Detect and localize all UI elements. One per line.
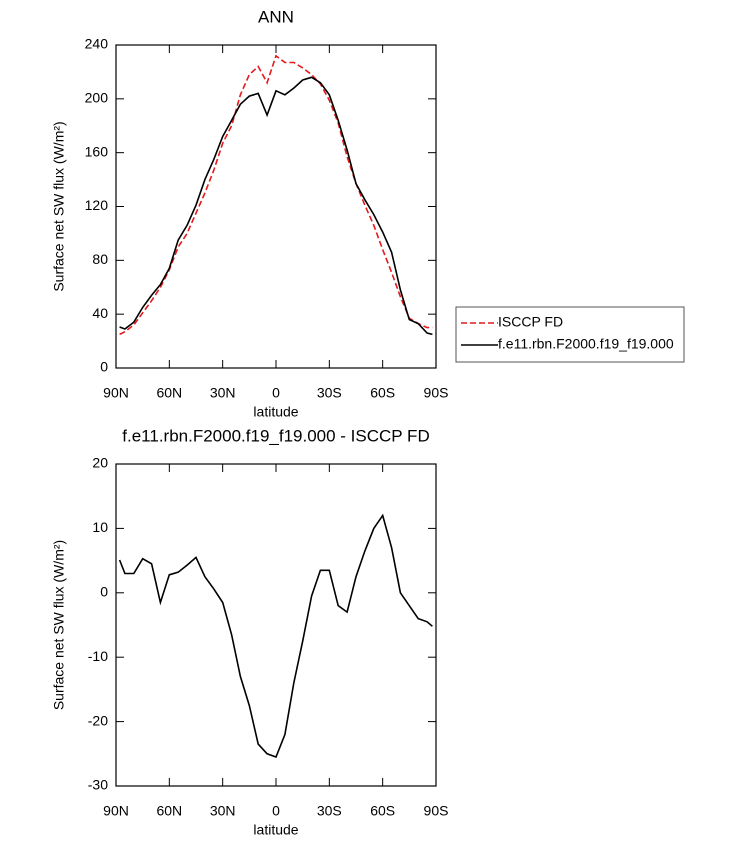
y-tick-label: 240: [85, 36, 109, 52]
x-tick-label: 60S: [370, 803, 395, 819]
y-tick-label: 0: [100, 584, 108, 600]
legend-box: [455, 306, 685, 363]
data-line: [118, 513, 433, 759]
x-tick-label: 30N: [210, 803, 236, 819]
y-tick-label: -10: [88, 648, 108, 664]
x-tick-label: 60N: [156, 385, 182, 401]
plot-frame: [115, 463, 437, 787]
y-tick-label: 200: [85, 90, 109, 106]
y-tick-label: 160: [85, 143, 109, 159]
x-tick-label: 90S: [424, 385, 449, 401]
x-tick-label: 60N: [156, 803, 182, 819]
legend-label: ISCCP FD: [498, 314, 563, 330]
x-tick-label: 90N: [103, 803, 129, 819]
x-tick-label: 0: [272, 385, 280, 401]
y-axis-label: Surface net SW flux (W/m²): [51, 121, 67, 291]
x-tick-label: 30S: [317, 385, 342, 401]
y-tick-label: 0: [100, 359, 108, 375]
y-tick-label: 120: [85, 197, 109, 213]
x-tick-label: 30N: [210, 385, 236, 401]
data-line: [119, 54, 433, 336]
x-tick-label: 0: [272, 803, 280, 819]
y-axis-label: Surface net SW flux (W/m²): [51, 540, 67, 710]
y-tick-label: 80: [92, 251, 108, 267]
y-tick-label: 40: [92, 305, 108, 321]
data-line: [119, 76, 433, 336]
x-tick-label: 90S: [424, 803, 449, 819]
chart-title: ANN: [258, 7, 294, 26]
x-tick-label: 30S: [317, 803, 342, 819]
y-tick-label: 10: [92, 519, 108, 535]
x-axis-label: latitude: [253, 404, 298, 420]
legend-label: f.e11.rbn.F2000.f19_f19.000: [498, 336, 674, 352]
y-tick-label: -20: [88, 712, 108, 728]
y-tick-label: -30: [88, 777, 108, 793]
x-tick-label: 90N: [103, 385, 129, 401]
x-tick-label: 60S: [370, 385, 395, 401]
x-axis-label: latitude: [253, 822, 298, 838]
plot-frame: [115, 44, 437, 369]
chart-title: f.e11.rbn.F2000.f19_f19.000 - ISCCP FD: [122, 426, 429, 445]
y-tick-label: 20: [92, 455, 108, 471]
